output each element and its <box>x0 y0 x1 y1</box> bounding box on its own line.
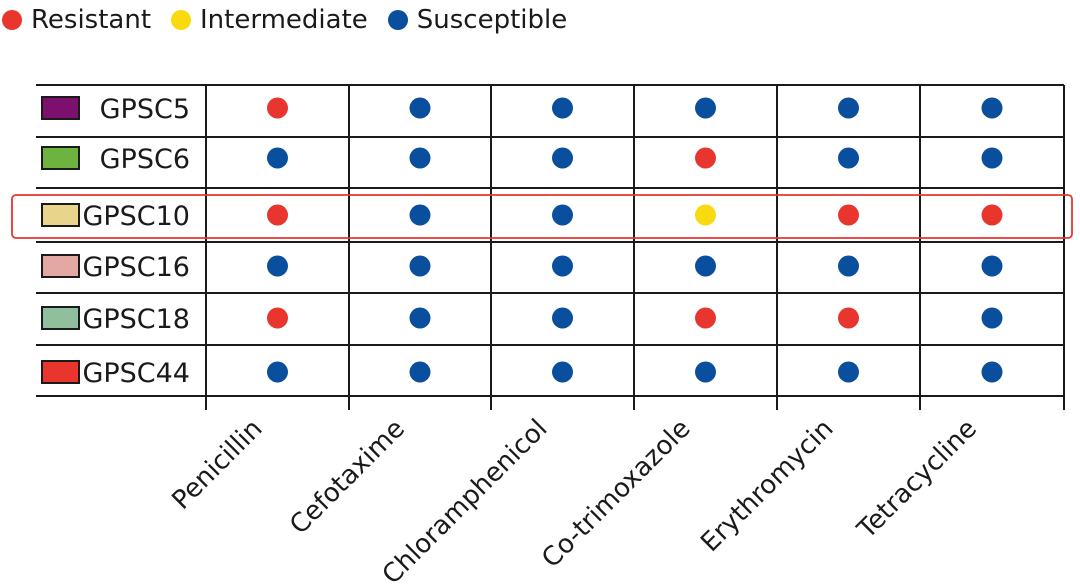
cell-dot-gpsc44-erythromycin <box>838 361 859 383</box>
cell-dot-gpsc18-co-trimoxazole <box>695 307 716 329</box>
cell-dot-gpsc10-penicillin <box>267 204 288 226</box>
row-swatch-gpsc6 <box>41 146 80 170</box>
legend-item-resistant: Resistant <box>2 4 151 36</box>
cell-dot-gpsc6-erythromycin <box>838 147 859 169</box>
column-label-co-trimoxazole: Co-trimoxazole <box>536 414 696 574</box>
cell-dot-gpsc44-co-trimoxazole <box>695 361 716 383</box>
row-swatch-gpsc44 <box>41 360 80 384</box>
row-label-gpsc44: GPSC44 <box>82 358 190 389</box>
cell-dot-gpsc6-cefotaxime <box>409 147 431 169</box>
column-label-erythromycin: Erythromycin <box>695 414 839 558</box>
cell-dot-gpsc16-co-trimoxazole <box>695 255 716 277</box>
row-label-gpsc16: GPSC16 <box>82 252 190 283</box>
column-label-tetracycline: Tetracycline <box>851 414 983 546</box>
column-label-penicillin: Penicillin <box>167 414 269 516</box>
cell-dot-gpsc10-tetracycline <box>981 204 1003 226</box>
highlight-box <box>11 194 1073 239</box>
cell-dot-gpsc16-cefotaxime <box>409 255 431 277</box>
legend-label-intermediate: Intermediate <box>200 5 368 35</box>
row-label-gpsc18: GPSC18 <box>82 304 190 335</box>
cell-dot-gpsc5-cefotaxime <box>409 97 431 119</box>
cell-dot-gpsc5-erythromycin <box>838 97 859 119</box>
cell-dot-gpsc16-tetracycline <box>981 255 1003 277</box>
legend-dot-susceptible <box>387 10 408 30</box>
legend-dot-resistant <box>2 10 22 30</box>
cell-dot-gpsc16-erythromycin <box>838 255 859 277</box>
cell-dot-gpsc6-penicillin <box>267 147 288 169</box>
cell-dot-gpsc16-chloramphenicol <box>552 255 573 277</box>
row-label-gpsc5: GPSC5 <box>100 94 190 125</box>
row-label-gpsc6: GPSC6 <box>100 144 190 175</box>
cell-dot-gpsc6-co-trimoxazole <box>695 147 716 169</box>
legend-label-susceptible: Susceptible <box>416 5 568 35</box>
cell-dot-gpsc10-co-trimoxazole <box>695 204 716 226</box>
row-swatch-gpsc5 <box>41 96 80 120</box>
cell-dot-gpsc5-chloramphenicol <box>552 97 573 119</box>
cell-dot-gpsc44-cefotaxime <box>409 361 431 383</box>
legend-label-resistant: Resistant <box>31 5 152 35</box>
cell-dot-gpsc44-chloramphenicol <box>552 361 573 383</box>
row-swatch-gpsc10 <box>41 203 80 227</box>
row-swatch-gpsc18 <box>41 306 80 330</box>
cell-dot-gpsc16-penicillin <box>267 255 288 277</box>
cell-dot-gpsc10-chloramphenicol <box>552 204 573 226</box>
cell-dot-gpsc18-erythromycin <box>838 307 859 329</box>
row-swatch-gpsc16 <box>41 254 80 278</box>
legend: Resistant Intermediate Susceptible <box>2 4 587 36</box>
cell-dot-gpsc18-cefotaxime <box>409 307 431 329</box>
legend-item-intermediate: Intermediate <box>171 4 368 36</box>
cell-dot-gpsc18-chloramphenicol <box>552 307 573 329</box>
cell-dot-gpsc18-penicillin <box>267 307 288 329</box>
cell-dot-gpsc44-penicillin <box>267 361 288 383</box>
row-label-gpsc10: GPSC10 <box>82 201 190 232</box>
cell-dot-gpsc5-tetracycline <box>981 97 1003 119</box>
cell-dot-gpsc10-cefotaxime <box>409 204 431 226</box>
cell-dot-gpsc10-erythromycin <box>838 204 859 226</box>
cell-dot-gpsc5-co-trimoxazole <box>695 97 716 119</box>
column-label-cefotaxime: Cefotaxime <box>284 414 411 541</box>
legend-item-susceptible: Susceptible <box>387 4 568 36</box>
cell-dot-gpsc44-tetracycline <box>981 361 1003 383</box>
cell-dot-gpsc6-tetracycline <box>981 147 1003 169</box>
legend-dot-intermediate <box>171 10 192 30</box>
cell-dot-gpsc6-chloramphenicol <box>552 147 573 169</box>
cell-dot-gpsc18-tetracycline <box>981 307 1003 329</box>
cell-dot-gpsc5-penicillin <box>267 97 288 119</box>
